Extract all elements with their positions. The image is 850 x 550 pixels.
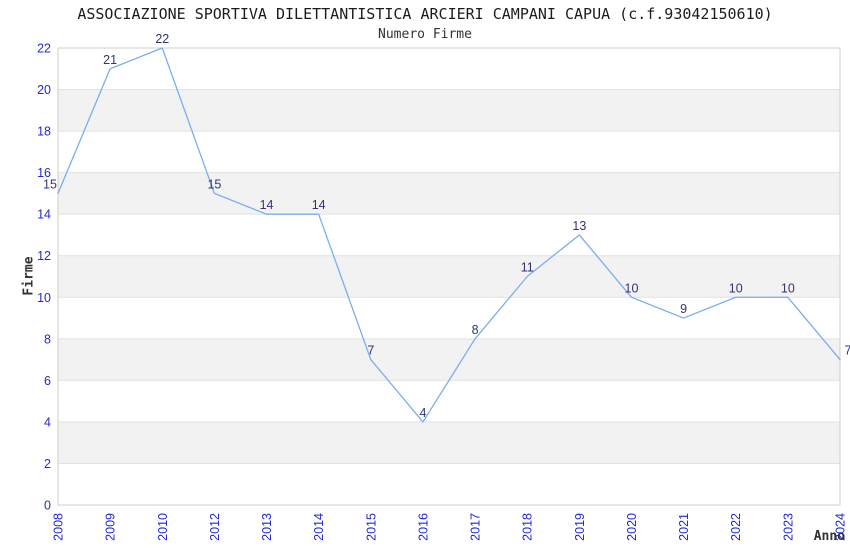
x-tick-label: 2009 <box>104 513 118 541</box>
y-tick-label: 8 <box>44 332 51 346</box>
y-tick-label: 16 <box>37 166 51 180</box>
shaded-band <box>58 338 840 381</box>
y-axis-title: Firme <box>21 256 37 296</box>
y-tick-label: 20 <box>37 83 51 97</box>
y-tick-label: 4 <box>44 415 51 429</box>
x-tick-label: 2022 <box>729 513 743 541</box>
y-tick-label: 2 <box>44 457 51 471</box>
x-tick-label: 2020 <box>625 513 639 541</box>
x-tick-label: 2019 <box>573 513 587 541</box>
x-tick-label: 2021 <box>677 513 691 541</box>
x-tick-label: 2010 <box>156 513 170 541</box>
point-label: 10 <box>625 281 639 295</box>
y-tick-label: 12 <box>37 249 51 263</box>
x-tick-label: 2016 <box>416 513 430 541</box>
x-tick-label: 2023 <box>781 513 795 541</box>
point-label: 4 <box>419 406 426 420</box>
shaded-band <box>58 172 840 215</box>
x-tick-label: 2012 <box>208 513 222 541</box>
chart-subtitle: Numero Firme <box>378 27 472 42</box>
x-tick-label: 2015 <box>364 513 378 541</box>
y-tick-label: 18 <box>37 125 51 139</box>
data-line <box>57 47 841 423</box>
y-tick-label: 22 <box>37 42 51 56</box>
y-tick-label: 0 <box>44 499 51 513</box>
y-tick-label: 6 <box>44 374 51 388</box>
plot-border <box>57 47 841 506</box>
point-label: 14 <box>260 198 274 212</box>
point-label: 9 <box>680 302 687 316</box>
chart-title: ASSOCIAZIONE SPORTIVA DILETTANTISTICA AR… <box>77 5 773 23</box>
point-label: 8 <box>472 323 479 337</box>
point-label: 15 <box>43 177 57 191</box>
point-label: 21 <box>103 53 117 67</box>
point-label: 13 <box>572 219 586 233</box>
shaded-band <box>58 255 840 298</box>
y-tick-label: 10 <box>37 291 51 305</box>
x-tick-label: 2018 <box>521 513 535 541</box>
x-tick-label: 2008 <box>52 513 66 541</box>
point-label: 15 <box>207 177 221 191</box>
point-label: 22 <box>155 32 169 46</box>
x-axis-title: Anno <box>813 529 845 544</box>
point-label: 7 <box>367 344 374 358</box>
shaded-band <box>58 421 840 464</box>
point-label: 10 <box>781 281 795 295</box>
shaded-band <box>58 89 840 132</box>
point-label: 7 <box>845 344 850 358</box>
x-tick-label: 2024 <box>834 513 848 541</box>
y-tick-label: 14 <box>37 208 51 222</box>
x-tick-label: 2013 <box>260 513 274 541</box>
point-label: 14 <box>312 198 326 212</box>
x-tick-label: 2014 <box>312 513 326 541</box>
x-tick-label: 2017 <box>469 513 483 541</box>
point-label: 10 <box>729 281 743 295</box>
point-label: 11 <box>521 261 534 275</box>
